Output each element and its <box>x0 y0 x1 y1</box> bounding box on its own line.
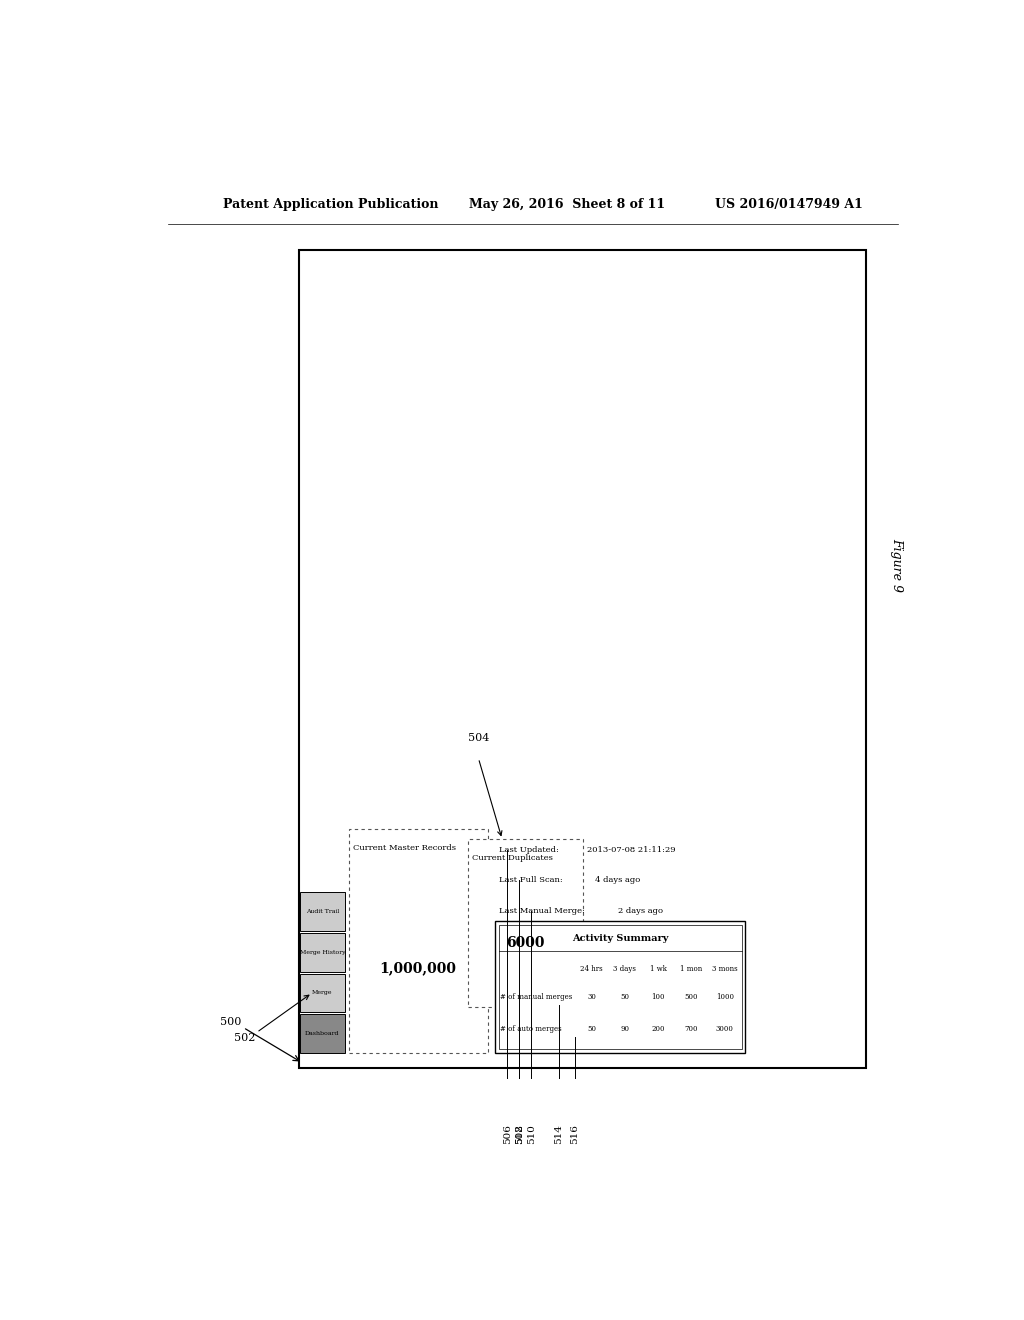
Bar <box>300 892 345 931</box>
Text: Last Full Scan:: Last Full Scan: <box>500 876 563 884</box>
Text: 700: 700 <box>685 1026 698 1034</box>
Text: 512: 512 <box>515 1125 523 1144</box>
Text: 510: 510 <box>526 1125 536 1144</box>
Text: Audit Trail: Audit Trail <box>306 909 339 913</box>
Text: 502: 502 <box>233 1032 255 1043</box>
Text: 3000: 3000 <box>716 1026 734 1034</box>
Text: 24 hrs: 24 hrs <box>581 965 603 973</box>
Text: 504: 504 <box>468 733 489 743</box>
Text: 506: 506 <box>503 1125 512 1144</box>
Text: Merge: Merge <box>312 990 333 995</box>
Text: 1 mon: 1 mon <box>680 965 702 973</box>
Text: 100: 100 <box>651 994 665 1002</box>
Text: 1 wk: 1 wk <box>649 965 667 973</box>
Text: 2 days ago: 2 days ago <box>618 907 664 915</box>
Text: Activity Summary: Activity Summary <box>572 935 669 944</box>
Text: Last Manual Merge:: Last Manual Merge: <box>500 907 586 915</box>
Bar <box>496 921 745 1053</box>
Bar <box>300 1014 345 1053</box>
Text: Last Updated:: Last Updated: <box>500 846 559 854</box>
Text: 6000: 6000 <box>506 936 545 950</box>
Text: 2013-07-08 21:11:29: 2013-07-08 21:11:29 <box>587 846 675 854</box>
Text: Figure 9: Figure 9 <box>890 539 903 591</box>
Text: 50: 50 <box>587 1026 596 1034</box>
Text: 50: 50 <box>621 994 630 1002</box>
Text: 516: 516 <box>570 1125 580 1144</box>
Text: Current Duplicates: Current Duplicates <box>472 854 553 862</box>
Text: 500: 500 <box>220 1018 242 1027</box>
Text: 1000: 1000 <box>716 994 734 1002</box>
Text: 500: 500 <box>685 994 698 1002</box>
Text: 30: 30 <box>587 994 596 1002</box>
Text: Merge History: Merge History <box>300 949 345 954</box>
Text: # of auto merges: # of auto merges <box>500 1026 562 1034</box>
Text: 4 days ago: 4 days ago <box>595 876 640 884</box>
Text: US 2016/0147949 A1: US 2016/0147949 A1 <box>715 198 863 211</box>
Bar <box>499 925 742 1049</box>
Bar <box>300 974 345 1012</box>
Text: Current Master Records: Current Master Records <box>352 843 456 851</box>
Bar <box>300 933 345 972</box>
Text: # of manual merges: # of manual merges <box>500 994 572 1002</box>
Bar <box>299 249 866 1068</box>
Bar <box>468 840 583 1007</box>
Text: Patent Application Publication: Patent Application Publication <box>223 198 438 211</box>
Text: Dashboard: Dashboard <box>305 1031 340 1036</box>
Text: 3 days: 3 days <box>613 965 636 973</box>
Text: 508: 508 <box>515 1125 523 1144</box>
Text: 90: 90 <box>621 1026 630 1034</box>
Text: May 26, 2016  Sheet 8 of 11: May 26, 2016 Sheet 8 of 11 <box>469 198 666 211</box>
Text: 1,000,000: 1,000,000 <box>380 961 457 975</box>
Text: 3 mons: 3 mons <box>712 965 737 973</box>
Text: 200: 200 <box>651 1026 665 1034</box>
Bar <box>348 829 487 1053</box>
Text: 514: 514 <box>554 1125 563 1144</box>
